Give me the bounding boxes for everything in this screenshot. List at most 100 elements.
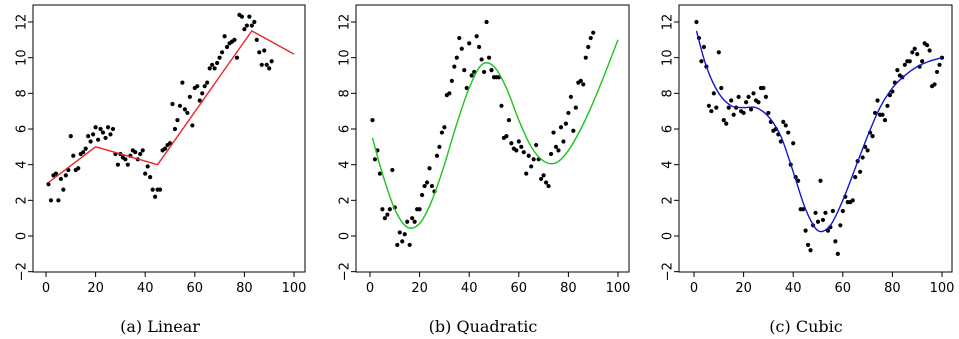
data-point	[902, 62, 907, 67]
panel-caption: (a) Linear	[120, 317, 200, 336]
data-point	[694, 19, 699, 25]
data-point	[472, 69, 477, 75]
data-point	[172, 126, 178, 132]
data-point	[434, 153, 440, 158]
x-tick-label: 100	[282, 281, 307, 296]
data-point	[205, 80, 210, 85]
data-point	[526, 153, 531, 158]
data-point	[46, 182, 51, 187]
data-point	[370, 117, 375, 123]
data-point	[68, 134, 73, 139]
y-tick-label: 0	[338, 232, 353, 240]
data-point	[865, 148, 870, 153]
y-tick-label: 0	[661, 232, 676, 240]
fit-line	[695, 30, 943, 233]
y-tick-label: −2	[15, 262, 30, 281]
data-point	[242, 27, 247, 32]
y-tick-label: 6	[15, 125, 30, 133]
data-point	[701, 44, 707, 50]
data-point	[195, 84, 200, 89]
data-point	[187, 94, 192, 99]
data-point	[175, 117, 180, 123]
data-point	[210, 62, 215, 67]
data-point	[71, 153, 76, 158]
x-tick-label: 0	[366, 281, 374, 296]
data-point	[766, 110, 771, 116]
data-point	[791, 141, 796, 146]
data-point	[61, 187, 66, 192]
data-point	[412, 219, 417, 224]
y-tick-label: 8	[661, 89, 676, 97]
data-point	[259, 62, 264, 67]
data-point	[427, 166, 432, 171]
data-point	[464, 85, 469, 91]
data-point	[716, 50, 721, 55]
data-point	[56, 198, 61, 203]
x-tick-label: 20	[411, 281, 428, 296]
data-point	[207, 66, 212, 71]
data-point	[110, 126, 116, 132]
data-point	[390, 167, 395, 173]
data-point	[197, 98, 202, 103]
data-point	[743, 100, 749, 105]
data-point	[86, 134, 91, 139]
data-point	[543, 180, 549, 185]
data-point	[162, 146, 168, 151]
data-point	[108, 132, 113, 137]
data-point	[88, 139, 93, 144]
data-point	[123, 157, 128, 162]
data-point	[895, 68, 900, 73]
data-point	[95, 137, 101, 142]
data-point	[177, 103, 183, 108]
data-point	[489, 68, 494, 73]
data-point	[419, 192, 425, 198]
data-point	[252, 19, 257, 25]
data-point	[920, 59, 925, 64]
data-point	[568, 94, 573, 99]
data-point	[499, 103, 504, 108]
data-point	[257, 50, 262, 55]
x-tick-label: 40	[137, 281, 154, 296]
data-point	[439, 130, 445, 135]
y-tick-label: 12	[15, 14, 30, 31]
data-point	[254, 37, 259, 42]
data-point	[818, 178, 823, 183]
data-point	[751, 91, 756, 96]
plot-frame	[678, 4, 953, 273]
x-tick-label: 60	[835, 281, 852, 296]
data-point	[870, 134, 875, 139]
data-point	[484, 19, 489, 25]
data-point	[746, 94, 751, 99]
data-point	[407, 242, 412, 248]
data-point	[157, 187, 163, 192]
data-point	[838, 223, 843, 228]
data-point	[422, 183, 427, 189]
y-tick-label: 4	[15, 161, 30, 169]
y-tick-label: 12	[338, 14, 353, 31]
data-point	[217, 55, 222, 60]
data-point	[93, 125, 98, 130]
data-point	[534, 142, 539, 148]
data-point	[860, 155, 865, 160]
data-point	[591, 30, 596, 35]
data-point	[239, 14, 245, 19]
data-point	[521, 150, 526, 155]
data-point	[202, 84, 207, 89]
data-point	[138, 151, 143, 157]
x-tick-label: 0	[42, 281, 50, 296]
data-point	[462, 68, 467, 73]
x-tick-label: 100	[606, 281, 631, 296]
data-point	[143, 171, 148, 176]
data-point	[232, 37, 237, 42]
data-point	[519, 144, 524, 149]
data-point	[400, 239, 405, 244]
data-point	[872, 110, 878, 116]
data-point	[190, 123, 195, 128]
data-point	[706, 103, 711, 108]
data-point	[539, 176, 544, 182]
data-point	[429, 183, 435, 189]
data-point	[763, 94, 769, 99]
data-point	[553, 144, 559, 149]
x-tick-label: 20	[735, 281, 752, 296]
data-point	[115, 162, 121, 167]
